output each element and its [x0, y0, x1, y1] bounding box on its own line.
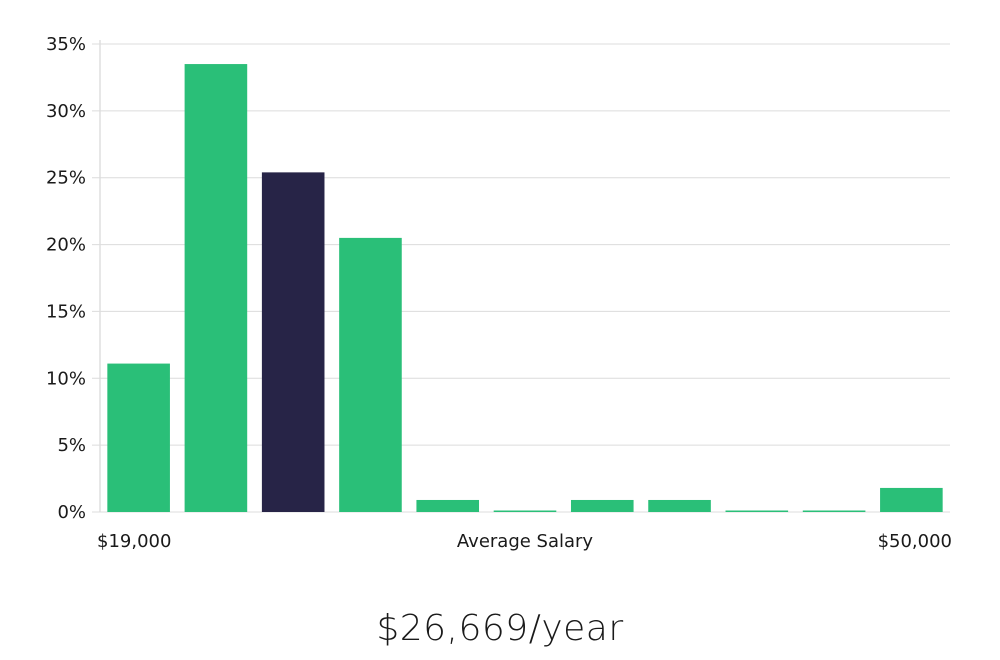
- y-tick-label: 25%: [46, 168, 86, 189]
- bar: [802, 510, 866, 512]
- x-max-label: $50,000: [878, 531, 952, 552]
- bar: [570, 499, 634, 512]
- chart-svg: 0% 5% 10% 15% 20% 25% 30% 35% $19,000 Average S…: [46, 34, 952, 552]
- y-tick-label: 20%: [46, 235, 86, 256]
- y-tick-label: 15%: [46, 301, 86, 322]
- bar: [416, 499, 480, 512]
- y-tick-label: 30%: [46, 101, 86, 122]
- bar-highlighted: [261, 172, 325, 512]
- y-tick-label: 35%: [46, 34, 86, 55]
- bar: [725, 510, 789, 512]
- average-salary-caption: $26,669/year: [376, 608, 624, 649]
- bar: [648, 499, 711, 512]
- bar: [339, 237, 402, 512]
- bar: [184, 64, 248, 512]
- bar: [493, 510, 557, 512]
- y-axis-ticks: 0% 5% 10% 15% 20% 25% 30% 35%: [46, 34, 86, 523]
- y-tick-label: 10%: [46, 368, 86, 389]
- y-tick-label: 0%: [57, 502, 86, 523]
- bar: [880, 487, 943, 512]
- x-min-label: $19,000: [97, 531, 171, 552]
- y-tick-label: 5%: [57, 435, 86, 456]
- x-axis-title: Average Salary: [457, 531, 594, 552]
- bars: [107, 64, 943, 512]
- bar: [107, 363, 170, 512]
